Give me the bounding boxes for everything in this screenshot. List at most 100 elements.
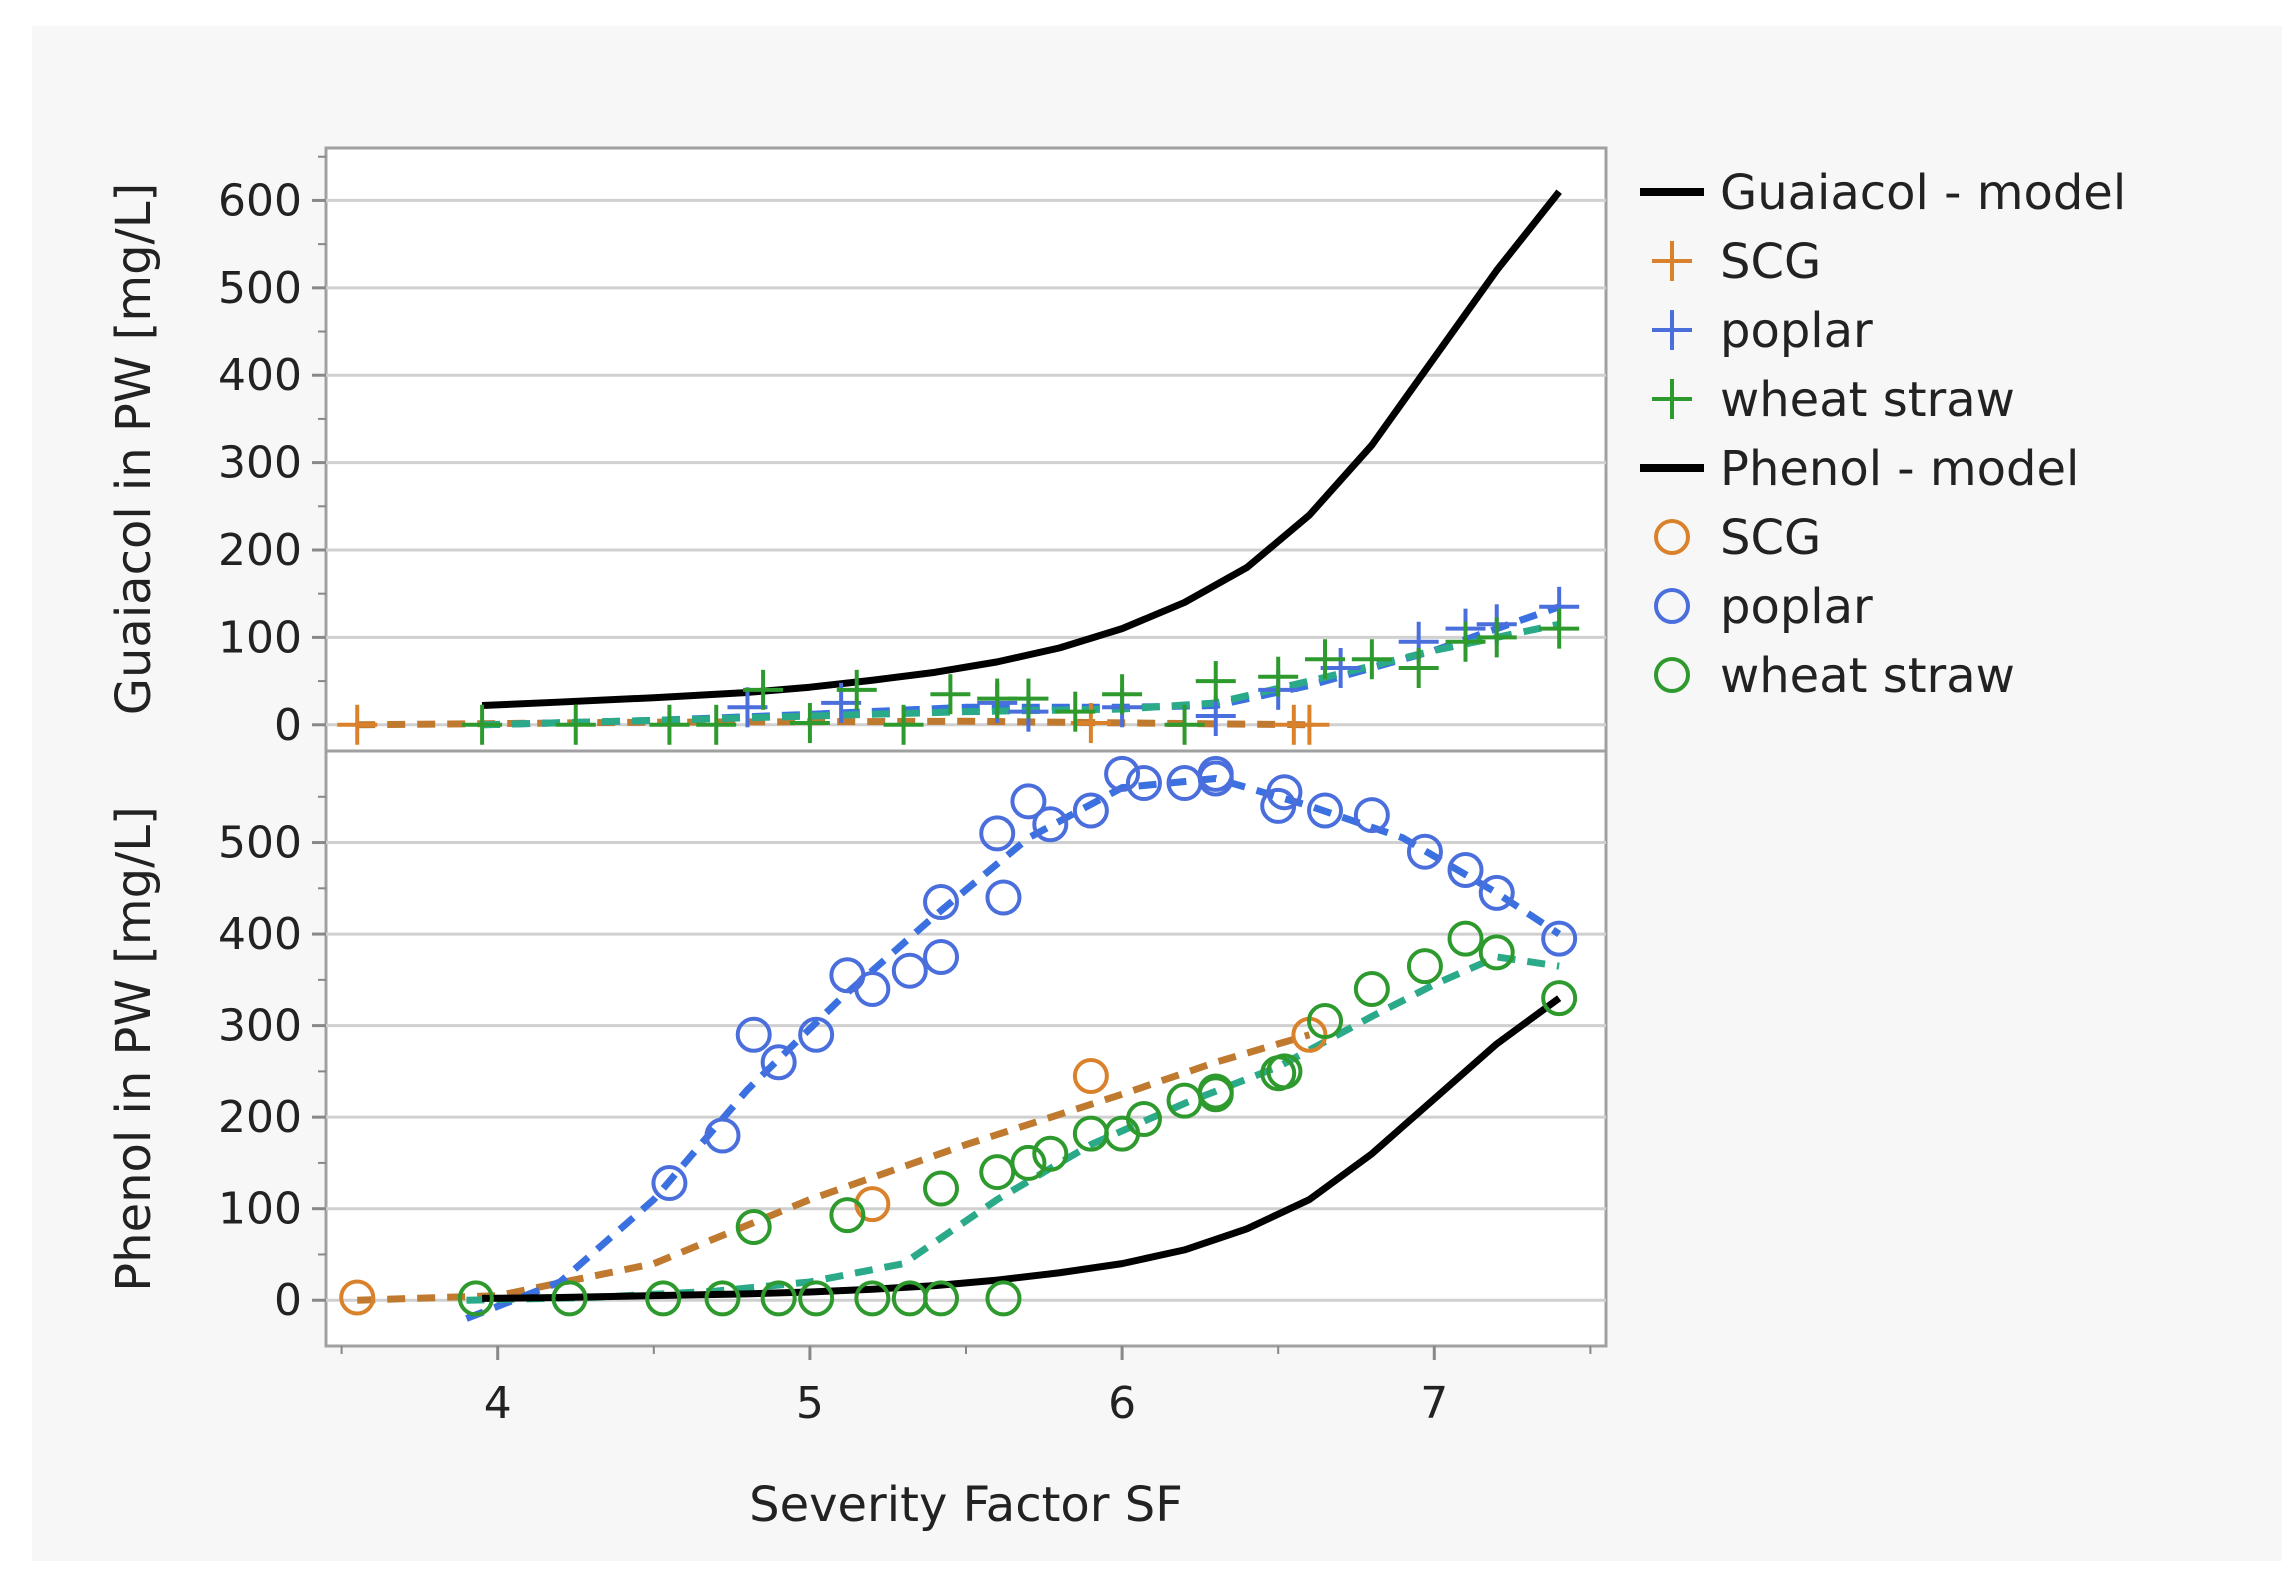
y-tick-label: 200	[218, 525, 302, 576]
grid-layer	[326, 198, 1606, 1302]
marker-circle-wheat-straw	[1353, 971, 1390, 1007]
marker-plus-wheat-straw	[1102, 674, 1143, 715]
model-layer	[481, 189, 1562, 1302]
marker-circle-wheat-straw	[985, 1280, 1022, 1317]
marker-circle-poplar	[1010, 783, 1047, 820]
marker-circle-poplar	[979, 815, 1016, 852]
y-tick-label: 300	[218, 438, 302, 489]
marker-plus-poplar	[727, 687, 768, 728]
marker-plus-poplar	[1320, 647, 1361, 688]
marker-circle-poplar	[985, 879, 1022, 916]
marker-circle-wheat-straw	[1197, 1073, 1234, 1110]
marker-circle-poplar	[1478, 874, 1515, 911]
marker-plus-wheat-straw	[883, 704, 924, 745]
marker-plus-wheat-straw	[1008, 678, 1049, 719]
legend-entry: poplar	[1654, 579, 1873, 635]
marker-circle-poplar	[1104, 755, 1141, 792]
marker-layer	[337, 586, 1580, 1317]
legend-label: Phenol - model	[1720, 441, 2079, 497]
marker-circle-wheat-straw	[798, 1280, 835, 1317]
marker-plus-wheat-straw	[1351, 639, 1392, 680]
y-tick-label: 300	[218, 1001, 302, 1052]
y-axis-title-bottom: Phenol in PW [mg/L]	[106, 806, 162, 1292]
marker-circle-poplar	[1032, 806, 1069, 843]
legend-entry: SCG	[1654, 510, 1821, 566]
legend-swatch-circle	[1654, 588, 1690, 624]
legend-entry: wheat straw	[1654, 648, 2015, 704]
marker-plus-wheat-straw	[649, 704, 690, 745]
legend-entry: wheat straw	[1652, 372, 2015, 428]
legend-label: poplar	[1720, 579, 1873, 635]
marker-circle-poplar	[1266, 774, 1303, 811]
marker-circle-poplar	[923, 938, 960, 975]
legend-entry: Phenol - model	[1640, 441, 2079, 497]
marker-plus-poplar	[1195, 696, 1236, 737]
marker-circle-wheat-straw	[1447, 920, 1484, 957]
marker-circle-poplar	[1541, 920, 1578, 957]
marker-plus-wheat-straw	[1476, 617, 1517, 658]
legend-label: SCG	[1720, 234, 1821, 290]
marker-plus-wheat-straw	[1195, 661, 1236, 702]
x-tick-label: 5	[796, 1378, 824, 1429]
marker-circle-wheat-straw	[760, 1280, 797, 1317]
marker-circle-wheat-straw	[551, 1280, 588, 1317]
marker-plus-scg	[337, 704, 378, 745]
x-tick-label: 7	[1420, 1378, 1448, 1429]
marker-circle-poplar	[1307, 792, 1344, 829]
legend-label: SCG	[1720, 510, 1821, 566]
marker-circle-wheat-straw	[1478, 934, 1515, 971]
y-tick-label: 200	[218, 1092, 302, 1143]
fit-line-scg	[357, 1031, 1311, 1304]
y-axis-title-top: Guaiacol in PW [mg/L]	[106, 183, 162, 715]
marker-circle-wheat-straw	[854, 1280, 891, 1317]
fit-line-poplar	[465, 774, 1562, 1322]
legend-entry: SCG	[1652, 234, 1821, 290]
marker-plus-wheat-straw	[743, 669, 784, 710]
legend-swatch-circle	[1654, 657, 1690, 693]
legend: Guaiacol - model SCG poplar wheat straw Phen…	[1640, 165, 2126, 704]
marker-circle-poplar	[704, 1117, 741, 1154]
y-tick-label: 100	[218, 612, 302, 663]
marker-circle-poplar	[1197, 755, 1234, 792]
marker-circle-wheat-straw	[1541, 980, 1578, 1017]
legend-label: poplar	[1720, 303, 1873, 359]
marker-circle-poplar	[1072, 792, 1109, 829]
axis-layer: 0 100 200 300 400 500 600 0 100 200 300 400 500 4 5 6 7	[218, 155, 1592, 1429]
y-tick-label: 0	[274, 1275, 302, 1326]
marker-plus-wheat-straw	[696, 704, 737, 745]
marker-circle-wheat-straw	[1406, 948, 1443, 985]
legend-entry: poplar	[1652, 303, 1873, 359]
marker-circle-poplar	[923, 884, 960, 921]
legend-label: wheat straw	[1720, 648, 2015, 704]
y-tick-label: 100	[218, 1184, 302, 1235]
y-tick-label: 400	[218, 909, 302, 960]
legend-label: wheat straw	[1720, 372, 2015, 428]
marker-circle-wheat-straw	[829, 1197, 866, 1234]
marker-circle-wheat-straw	[704, 1280, 741, 1317]
marker-circle-poplar	[1406, 833, 1443, 870]
marker-circle-scg	[339, 1279, 376, 1316]
legend-swatch-circle	[1654, 519, 1690, 555]
model-line-guaiacol	[481, 189, 1562, 710]
y-tick-label: 500	[218, 818, 302, 869]
legend-entry: Guaiacol - model	[1640, 165, 2126, 221]
y-tick-label: 600	[218, 175, 302, 226]
marker-circle-poplar	[798, 1016, 835, 1053]
marker-circle-poplar	[735, 1016, 772, 1053]
marker-plus-wheat-straw	[1055, 691, 1096, 732]
marker-plus-wheat-straw	[1398, 647, 1439, 688]
marker-circle-poplar	[854, 971, 891, 1007]
marker-plus-wheat-straw	[555, 704, 596, 745]
marker-circle-poplar	[651, 1165, 688, 1202]
marker-circle-wheat-straw	[457, 1280, 494, 1317]
marker-plus-wheat-straw	[789, 703, 830, 744]
x-tick-label: 4	[484, 1378, 512, 1429]
marker-circle-wheat-straw	[923, 1170, 960, 1207]
marker-circle-poplar	[760, 1044, 797, 1081]
marker-circle-wheat-straw	[645, 1280, 682, 1317]
marker-circle-wheat-straw	[1010, 1144, 1047, 1181]
marker-circle-poplar	[1125, 765, 1162, 802]
marker-circle-wheat-straw	[1307, 1003, 1344, 1040]
plot-frame	[324, 146, 1608, 1348]
chart-panel: 0 100 200 300 400 500 600 0 100 200 300 400 500 4 5 6 7 …	[32, 26, 2282, 1561]
